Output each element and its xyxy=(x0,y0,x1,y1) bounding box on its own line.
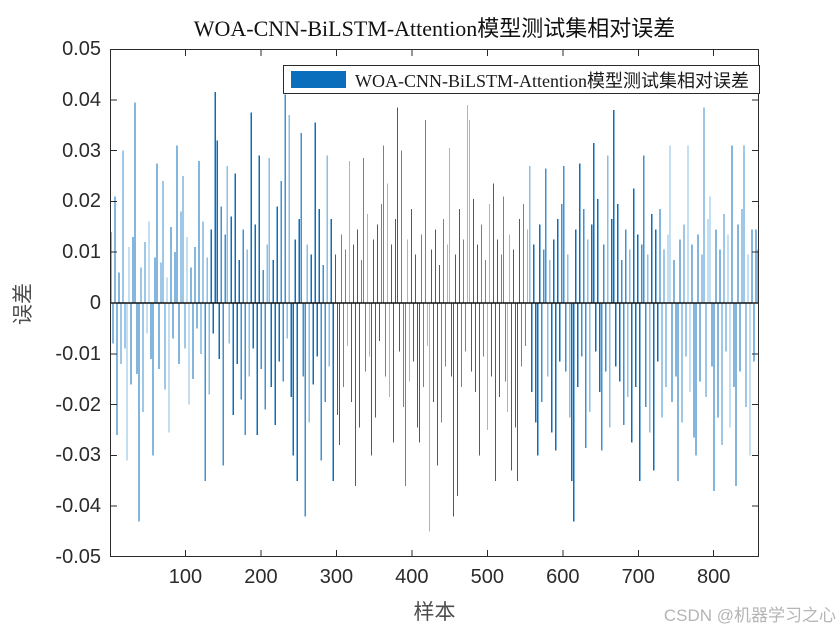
x-tick-label: 400 xyxy=(395,566,429,588)
bar-series xyxy=(110,92,759,532)
legend-label: WOA-CNN-BiLSTM-Attention模型测试集相对误差 xyxy=(355,70,749,91)
legend: WOA-CNN-BiLSTM-Attention模型测试集相对误差 xyxy=(283,65,760,94)
y-tick-label: -0.03 xyxy=(55,444,101,467)
y-tick-label: 0.02 xyxy=(62,190,101,213)
x-tick-label: 600 xyxy=(546,566,580,588)
y-tick-label: -0.01 xyxy=(55,342,101,365)
watermark: CSDN @机器学习之心 xyxy=(663,606,836,625)
axes-box xyxy=(110,49,759,557)
x-tick-label: 700 xyxy=(621,566,655,588)
y-tick-label: -0.05 xyxy=(55,546,101,568)
chart-title: WOA-CNN-BiLSTM-Attention模型测试集相对误差 xyxy=(193,16,676,41)
x-tick-label: 300 xyxy=(319,566,354,588)
y-tick-label: 0.04 xyxy=(62,88,101,111)
x-tick-label: 500 xyxy=(470,566,504,588)
y-tick-label: 0.01 xyxy=(62,241,101,264)
plot-area xyxy=(110,49,759,557)
x-tick-label: 100 xyxy=(168,566,203,588)
y-tick-label: 0 xyxy=(89,292,101,314)
legend-swatch xyxy=(291,71,346,88)
y-tick-label: -0.02 xyxy=(55,393,101,416)
x-tick-label: 200 xyxy=(244,566,278,588)
bars-layer xyxy=(110,49,759,557)
y-tick-label: -0.04 xyxy=(55,495,101,518)
y-tick-label: 0.05 xyxy=(62,38,101,60)
x-tick-label: 800 xyxy=(697,566,731,588)
y-tick-label: 0.03 xyxy=(62,139,101,162)
x-axis-label: 样本 xyxy=(413,601,456,624)
